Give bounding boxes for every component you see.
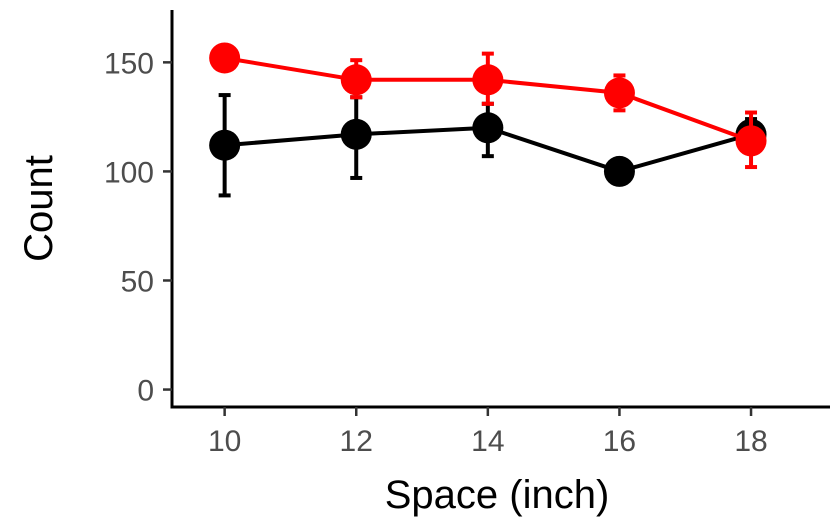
x-axis: 10 12 14 16 18: [170, 405, 830, 458]
series-1: [209, 93, 767, 198]
y-tick-label: 0: [137, 375, 154, 408]
data-point: [735, 125, 767, 157]
data-point: [603, 155, 635, 187]
data-point: [340, 64, 372, 96]
data-point: [472, 112, 504, 144]
x-tick-label: 16: [603, 425, 636, 458]
data-point: [209, 129, 241, 161]
y-axis-title: Count: [17, 155, 61, 262]
data-point: [209, 42, 241, 74]
data-point: [340, 118, 372, 150]
data-point: [603, 77, 635, 109]
y-tick-label: 100: [104, 156, 154, 189]
series-2: [209, 42, 767, 170]
x-tick-label: 10: [208, 425, 241, 458]
y-axis: 0 50 100 150: [104, 10, 174, 409]
data-point: [472, 64, 504, 96]
y-tick-label: 150: [104, 47, 154, 80]
x-tick-label: 14: [471, 425, 504, 458]
y-tick-label: 50: [121, 265, 154, 298]
series-layer: [209, 42, 767, 198]
x-tick-label: 18: [734, 425, 767, 458]
x-tick-label: 12: [340, 425, 373, 458]
x-axis-title: Space (inch): [385, 473, 610, 517]
